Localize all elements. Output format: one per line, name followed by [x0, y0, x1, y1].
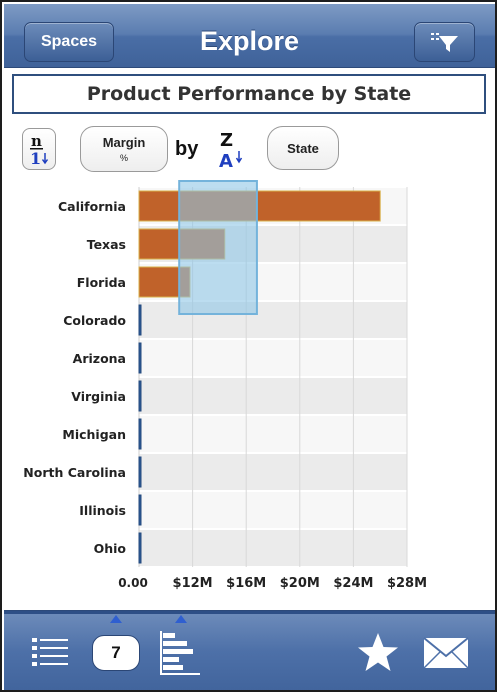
category-label: Texas [87, 237, 126, 252]
bar[interactable] [138, 380, 142, 412]
bar-chart[interactable]: California Texas Florida Colorado Arizona Vir… [2, 177, 495, 607]
page-title: Explore [199, 26, 300, 56]
row-band [139, 416, 407, 452]
row-band [139, 530, 407, 566]
spaces-button[interactable]: Spaces [24, 22, 114, 62]
header-bar: Spaces Explore [4, 4, 495, 68]
row-band [139, 378, 407, 414]
toolbar-divider [4, 611, 495, 614]
measure-label: Margin [102, 135, 146, 150]
category-label: Ohio [94, 541, 127, 556]
measure-unit: % [119, 153, 128, 163]
bar[interactable] [138, 532, 142, 564]
x-tick-label: 0.00 [118, 576, 148, 590]
category-label: Arizona [73, 351, 126, 366]
bar[interactable] [138, 494, 142, 526]
list-icon[interactable] [30, 635, 72, 671]
bar[interactable] [138, 418, 142, 450]
row-band [139, 492, 407, 528]
bar[interactable] [138, 304, 142, 336]
star-icon[interactable] [356, 631, 400, 675]
bar[interactable] [138, 342, 142, 374]
sort-numeric-button[interactable]: n 1 [22, 128, 56, 170]
chart-type-indicator-icon [175, 615, 187, 623]
mail-icon[interactable] [423, 637, 469, 669]
x-tick-label: $20M [280, 576, 320, 591]
bar[interactable] [138, 456, 142, 488]
category-label: Colorado [63, 313, 126, 328]
by-label: by [175, 138, 199, 160]
page-count-indicator-icon [110, 615, 122, 623]
filter-button[interactable] [414, 22, 475, 62]
bottom-toolbar: 7 [4, 610, 495, 690]
filter-icon [430, 33, 458, 52]
category-label: Illinois [79, 503, 126, 518]
sort-numeric-glyph-bottom: 1 [30, 149, 41, 167]
sort-alpha-button[interactable]: Z A [215, 128, 245, 172]
sort-numeric-icon: n 1 [30, 132, 49, 167]
sort-alpha-icon: Z A [219, 130, 243, 172]
sort-alpha-glyph-bottom: A [219, 151, 233, 170]
x-tick-label: $16M [226, 576, 266, 591]
category-label: Michigan [62, 427, 126, 442]
x-tick-label: $28M [387, 576, 427, 591]
x-tick-label: $12M [173, 576, 213, 591]
page-count-badge[interactable]: 7 [92, 635, 140, 671]
bar-chart-icon[interactable] [158, 629, 204, 677]
category-label: Virginia [71, 389, 126, 404]
sort-alpha-glyph-top: Z [220, 130, 233, 151]
category-label: California [58, 199, 126, 214]
category-label: Florida [77, 275, 126, 290]
sort-numeric-glyph-top: n [31, 132, 42, 150]
measure-selector-button[interactable]: Margin % [80, 126, 168, 172]
x-tick-label: $24M [333, 576, 373, 591]
bar[interactable] [138, 190, 381, 222]
row-band [139, 454, 407, 490]
selection-brush[interactable] [178, 180, 258, 315]
report-title: Product Performance by State [12, 74, 486, 114]
row-band [139, 340, 407, 376]
dimension-selector-button[interactable]: State [267, 126, 339, 170]
category-label: North Carolina [23, 465, 126, 480]
